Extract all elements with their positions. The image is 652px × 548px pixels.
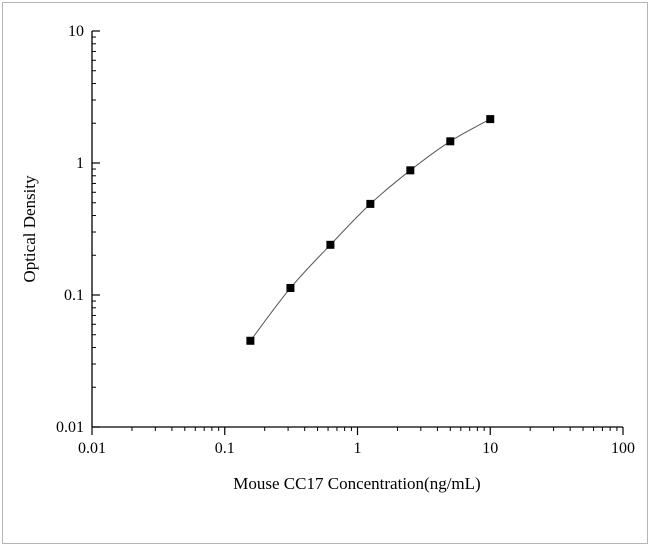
data-point-marker xyxy=(486,115,495,124)
x-axis-title: Mouse CC17 Concentration(ng/mL) xyxy=(233,474,480,493)
x-tick-label: 0.1 xyxy=(215,440,235,457)
x-tick-label: 0.01 xyxy=(78,440,106,457)
data-point-marker xyxy=(446,137,455,146)
chart-frame xyxy=(2,2,648,544)
x-tick-label: 1 xyxy=(354,440,362,457)
y-tick-label: 0.01 xyxy=(56,419,84,436)
y-tick-label: 0.1 xyxy=(64,287,84,304)
data-point-marker xyxy=(406,166,415,175)
x-tick-label: 100 xyxy=(611,440,635,457)
fit-curve xyxy=(249,118,491,342)
y-tick-label: 10 xyxy=(68,23,84,40)
data-point-marker xyxy=(246,336,255,345)
axes xyxy=(91,30,624,435)
y-axis-title: Optical Density xyxy=(20,175,39,283)
data-point-marker xyxy=(286,283,295,292)
y-tick-label: 1 xyxy=(76,155,84,172)
tick-labels: 0.01 0.1 1 10 100 0.01 0.1 1 10 xyxy=(56,23,635,457)
x-tick-label: 10 xyxy=(482,440,498,457)
data-markers xyxy=(246,115,495,345)
data-point-marker xyxy=(326,240,335,249)
data-point-marker xyxy=(366,199,375,208)
